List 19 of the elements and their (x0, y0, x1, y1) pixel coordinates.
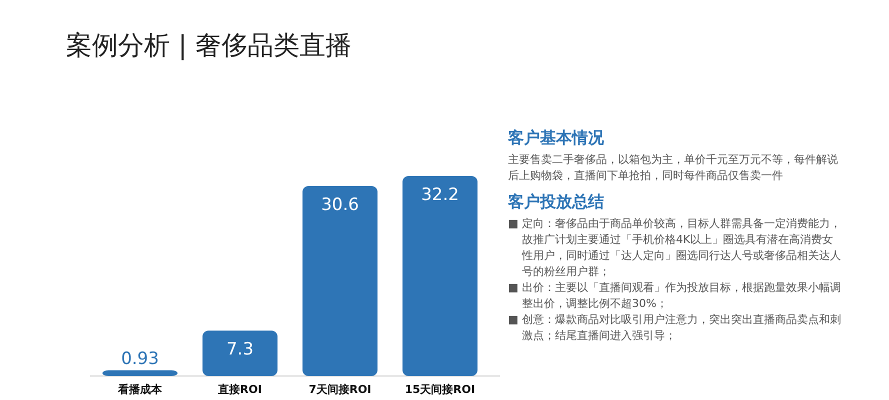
bar (302, 186, 378, 376)
x-tick-label: 直接ROI (217, 383, 262, 396)
bar (402, 176, 478, 376)
text: ■ 创意：爆款商品对比吸引用户注意力，突出突出直播商品卖点和刺激点；结尾直播间进入强引导； (508, 312, 842, 344)
x-tick-label: 15天间接ROI (404, 383, 476, 396)
bar (102, 370, 178, 376)
text: ■ 出价：主要以「直播间观看」作为投放目标，根据跑量效果小幅调整出价，调整比例不超30%； (508, 280, 842, 312)
x-tick-label: 7天间接ROI (308, 383, 372, 396)
data-label: 0.93 (121, 349, 159, 370)
text: ■ 定向：奢侈品由于商品单价较高，目标人群需具备一定消费能力，故推广计划主要通过「手机价格4K以上」圈选具有潜在高消费女性用户，同时通过「达人定向」圈选同行达人号或奢侈品相关达人号的粉丝用户群； (508, 216, 842, 280)
data-label: 32.2 (421, 185, 459, 205)
data-label: 30.6 (321, 194, 359, 215)
text: 客户投放总结 (508, 192, 605, 213)
text: 主要售卖二手奢侈品，以箱包为主，单价千元至万元不等，每件解说后上购物袋，直播间下单抢拍，同时每件商品仅售卖一件 (508, 152, 839, 184)
x-tick-label: 看播成本 (117, 383, 163, 396)
chart-title: 案例分析 | 奢侈品类直播 (66, 30, 352, 63)
bar (202, 330, 278, 376)
data-label: 7.3 (226, 340, 254, 360)
text: 客户基本情况 (508, 128, 605, 149)
